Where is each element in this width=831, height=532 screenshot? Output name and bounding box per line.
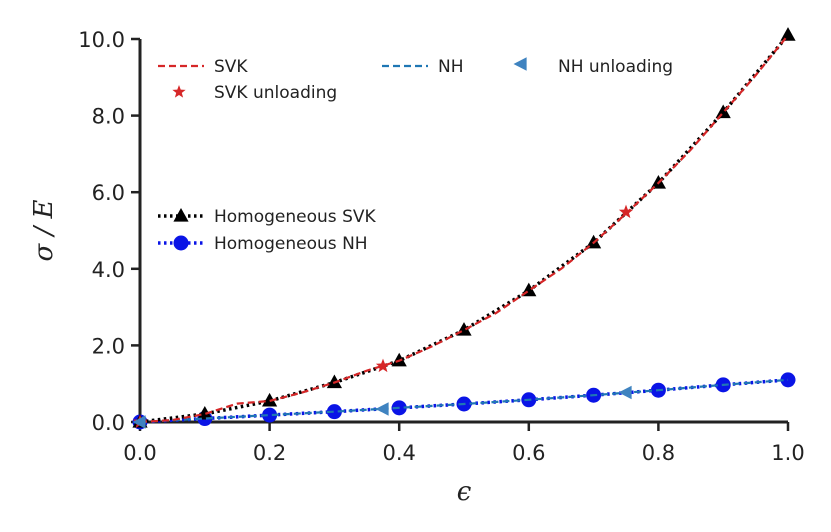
x-tick-label: 1.0 [771,441,804,465]
homogeneous-svk-point [197,405,213,420]
x-axis-title: ϵ [457,477,472,507]
series-homogeneous-svk-line [139,34,790,424]
legend-nh-unloading-label: NH unloading [558,57,673,77]
homogeneous-svk-point [262,392,278,407]
y-tick-label: 4.0 [92,258,125,282]
y-tick-label: 2.0 [92,334,125,358]
legend-homogeneous-nh-label: Homogeneous NH [214,234,368,254]
x-tick-label: 0.8 [642,441,675,465]
legend-svk-unloading-swatch [172,85,186,98]
nh-unloading-point [132,415,146,429]
legend-svk-label: SVK [214,57,248,77]
x-tick-label: 0.2 [253,441,286,465]
series-svk-line [139,34,789,424]
plot-area [132,27,796,430]
series-nh-line [139,378,789,424]
x-tick-label: 0.4 [382,441,415,465]
legend: SVK SVK unloading NH NH unloading Homogeneou… [158,57,673,254]
y-tick-label: 0.0 [92,411,125,435]
x-tick-label: 0.0 [123,441,156,465]
x-tick-label: 0.6 [512,441,545,465]
y-axis-title: σ / E [29,199,59,261]
homogeneous-svk-point [780,27,796,41]
homogeneous-nh-point [326,404,342,420]
svk-unloading-point [618,204,634,219]
legend-nh-unloading-swatch [513,57,527,71]
homogeneous-svk-point [326,374,342,389]
legend-homogeneous-nh-swatch-marker [173,235,189,251]
svk-unloading-point [375,358,391,373]
legend-homogeneous-svk-swatch-marker [173,208,189,222]
legend-nh-label: NH [438,57,464,77]
homogeneous-svk-point [715,104,731,119]
nh-unloading-point [375,402,389,416]
homogeneous-nh-point [262,407,278,423]
y-tick-label: 8.0 [92,105,125,129]
axes: 0.0 0.2 0.4 0.6 0.8 1.0 0.0 2.0 4.0 6.0 8.0 10.0 ϵ σ … [29,28,805,507]
legend-homogeneous-svk-label: Homogeneous SVK [214,207,376,227]
legend-svk-unloading-label: SVK unloading [214,83,337,103]
nh-unloading-point [618,385,632,400]
y-tick-label: 10.0 [78,28,125,52]
y-tick-label: 6.0 [92,181,125,205]
